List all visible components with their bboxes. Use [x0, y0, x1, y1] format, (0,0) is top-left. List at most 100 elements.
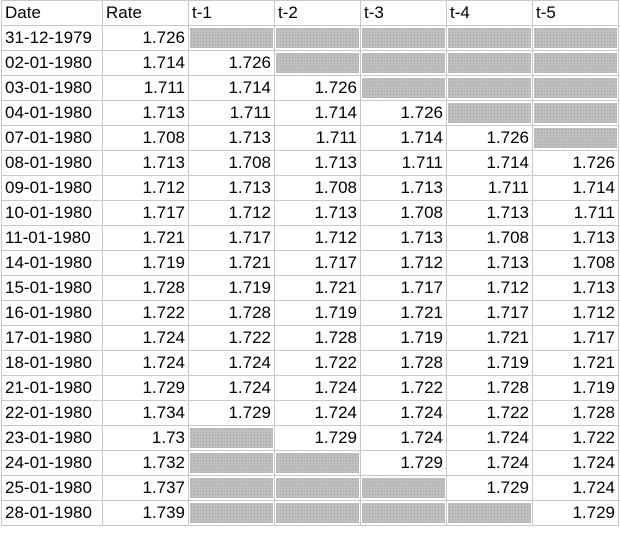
empty-shaded-cell[interactable]	[532, 75, 619, 101]
cell-rate[interactable]: 1.728	[102, 275, 189, 301]
cell-rate[interactable]: 1.722	[102, 300, 189, 326]
cell-t3[interactable]: 1.726	[360, 100, 447, 126]
cell-t5[interactable]: 1.717	[532, 325, 619, 351]
empty-shaded-cell[interactable]	[274, 475, 361, 501]
cell-t5[interactable]: 1.711	[532, 200, 619, 226]
empty-shaded-cell[interactable]	[360, 475, 447, 501]
cell-t5[interactable]: 1.729	[532, 500, 619, 526]
cell-t5[interactable]: 1.722	[532, 425, 619, 451]
cell-t4[interactable]: 1.711	[446, 175, 533, 201]
cell-t5[interactable]: 1.712	[532, 300, 619, 326]
empty-shaded-cell[interactable]	[274, 500, 361, 526]
cell-date[interactable]: 07-01-1980	[1, 125, 103, 151]
header-cell-t5[interactable]: t-5	[532, 0, 619, 26]
cell-rate[interactable]: 1.708	[102, 125, 189, 151]
cell-t3[interactable]: 1.722	[360, 375, 447, 401]
cell-t3[interactable]: 1.712	[360, 250, 447, 276]
cell-t5[interactable]: 1.719	[532, 375, 619, 401]
cell-rate[interactable]: 1.73	[102, 425, 189, 451]
cell-t4[interactable]: 1.728	[446, 375, 533, 401]
cell-t3[interactable]: 1.728	[360, 350, 447, 376]
cell-date[interactable]: 18-01-1980	[1, 350, 103, 376]
cell-t1[interactable]: 1.708	[188, 150, 275, 176]
cell-t4[interactable]: 1.717	[446, 300, 533, 326]
empty-shaded-cell[interactable]	[446, 500, 533, 526]
cell-t4[interactable]: 1.726	[446, 125, 533, 151]
cell-t5[interactable]: 1.724	[532, 475, 619, 501]
empty-shaded-cell[interactable]	[532, 25, 619, 51]
cell-date[interactable]: 21-01-1980	[1, 375, 103, 401]
cell-t5[interactable]: 1.724	[532, 450, 619, 476]
cell-t1[interactable]: 1.719	[188, 275, 275, 301]
header-cell-t4[interactable]: t-4	[446, 0, 533, 26]
cell-rate[interactable]: 1.724	[102, 325, 189, 351]
cell-t1[interactable]: 1.726	[188, 50, 275, 76]
cell-t4[interactable]: 1.713	[446, 200, 533, 226]
cell-t2[interactable]: 1.721	[274, 275, 361, 301]
cell-t1[interactable]: 1.724	[188, 350, 275, 376]
header-cell-t3[interactable]: t-3	[360, 0, 447, 26]
cell-t1[interactable]: 1.717	[188, 225, 275, 251]
empty-shaded-cell[interactable]	[274, 25, 361, 51]
cell-t1[interactable]: 1.714	[188, 75, 275, 101]
empty-shaded-cell[interactable]	[188, 425, 275, 451]
cell-t5[interactable]: 1.721	[532, 350, 619, 376]
cell-rate[interactable]: 1.713	[102, 100, 189, 126]
cell-date[interactable]: 03-01-1980	[1, 75, 103, 101]
cell-rate[interactable]: 1.734	[102, 400, 189, 426]
header-cell-t1[interactable]: t-1	[188, 0, 275, 26]
cell-t4[interactable]: 1.729	[446, 475, 533, 501]
cell-t3[interactable]: 1.714	[360, 125, 447, 151]
empty-shaded-cell[interactable]	[274, 450, 361, 476]
empty-shaded-cell[interactable]	[360, 50, 447, 76]
cell-t2[interactable]: 1.724	[274, 400, 361, 426]
cell-t3[interactable]: 1.713	[360, 175, 447, 201]
cell-t4[interactable]: 1.714	[446, 150, 533, 176]
empty-shaded-cell[interactable]	[188, 500, 275, 526]
cell-t4[interactable]: 1.722	[446, 400, 533, 426]
cell-rate[interactable]: 1.724	[102, 350, 189, 376]
empty-shaded-cell[interactable]	[446, 50, 533, 76]
cell-date[interactable]: 09-01-1980	[1, 175, 103, 201]
cell-date[interactable]: 23-01-1980	[1, 425, 103, 451]
cell-t3[interactable]: 1.721	[360, 300, 447, 326]
cell-t3[interactable]: 1.729	[360, 450, 447, 476]
cell-t1[interactable]: 1.728	[188, 300, 275, 326]
cell-date[interactable]: 02-01-1980	[1, 50, 103, 76]
cell-rate[interactable]: 1.721	[102, 225, 189, 251]
cell-t1[interactable]: 1.729	[188, 400, 275, 426]
cell-t4[interactable]: 1.724	[446, 425, 533, 451]
cell-date[interactable]: 11-01-1980	[1, 225, 103, 251]
empty-shaded-cell[interactable]	[188, 450, 275, 476]
empty-shaded-cell[interactable]	[532, 100, 619, 126]
cell-t4[interactable]: 1.721	[446, 325, 533, 351]
cell-t2[interactable]: 1.708	[274, 175, 361, 201]
empty-shaded-cell[interactable]	[188, 475, 275, 501]
cell-rate[interactable]: 1.711	[102, 75, 189, 101]
cell-t2[interactable]: 1.712	[274, 225, 361, 251]
header-cell-t2[interactable]: t-2	[274, 0, 361, 26]
cell-date[interactable]: 08-01-1980	[1, 150, 103, 176]
cell-t2[interactable]: 1.729	[274, 425, 361, 451]
cell-t2[interactable]: 1.714	[274, 100, 361, 126]
cell-t3[interactable]: 1.711	[360, 150, 447, 176]
cell-t2[interactable]: 1.724	[274, 375, 361, 401]
cell-t5[interactable]: 1.713	[532, 225, 619, 251]
cell-rate[interactable]: 1.737	[102, 475, 189, 501]
cell-t5[interactable]: 1.714	[532, 175, 619, 201]
cell-t2[interactable]: 1.713	[274, 150, 361, 176]
cell-t3[interactable]: 1.708	[360, 200, 447, 226]
cell-rate[interactable]: 1.739	[102, 500, 189, 526]
cell-t1[interactable]: 1.713	[188, 175, 275, 201]
empty-shaded-cell[interactable]	[360, 25, 447, 51]
cell-t3[interactable]: 1.724	[360, 425, 447, 451]
cell-t3[interactable]: 1.719	[360, 325, 447, 351]
cell-t4[interactable]: 1.713	[446, 250, 533, 276]
cell-rate[interactable]: 1.717	[102, 200, 189, 226]
cell-t1[interactable]: 1.712	[188, 200, 275, 226]
cell-date[interactable]: 16-01-1980	[1, 300, 103, 326]
cell-t4[interactable]: 1.712	[446, 275, 533, 301]
cell-t1[interactable]: 1.721	[188, 250, 275, 276]
cell-rate[interactable]: 1.732	[102, 450, 189, 476]
cell-t3[interactable]: 1.713	[360, 225, 447, 251]
